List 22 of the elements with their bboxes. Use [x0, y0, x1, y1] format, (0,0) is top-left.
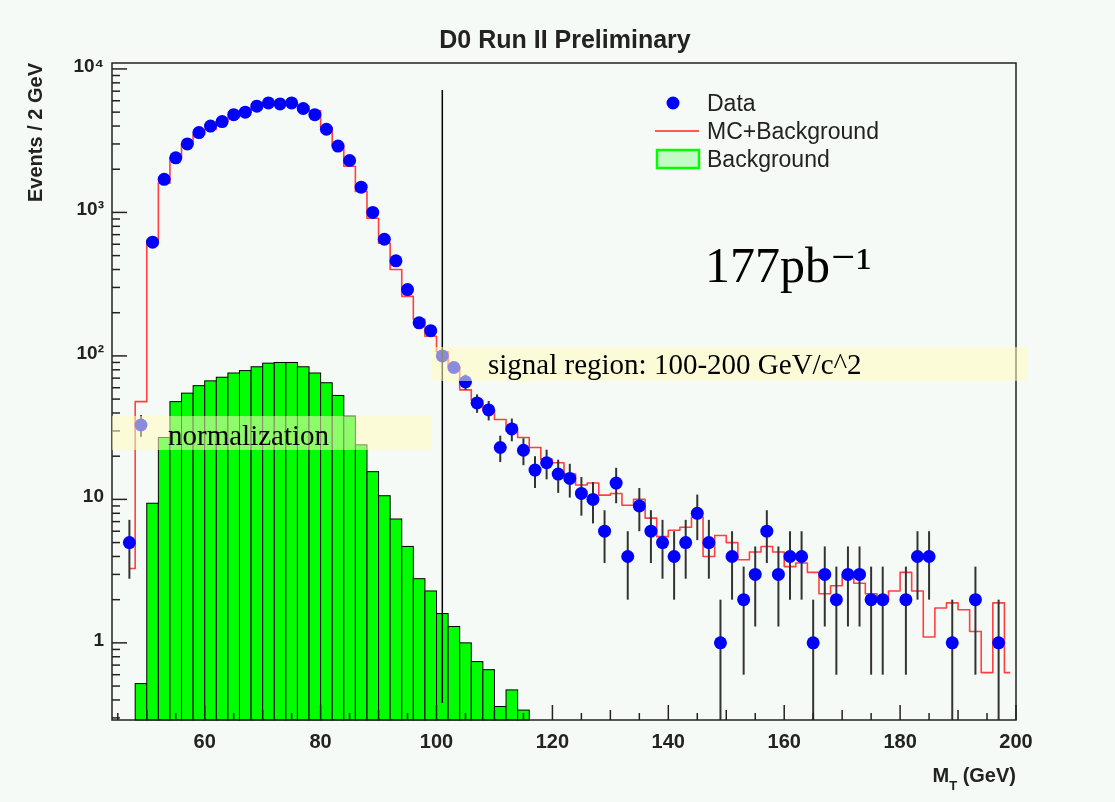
x-tick-label: 140 [651, 730, 685, 752]
x-tick-label: 160 [767, 730, 801, 752]
x-tick-label: 180 [883, 730, 917, 752]
x-tick-label: 80 [309, 730, 332, 752]
y-tick-label: 10² [76, 341, 104, 363]
x-tick-label: 200 [999, 730, 1033, 752]
x-tick-label: 100 [419, 730, 454, 752]
y-tick-label: 10⁴ [73, 54, 104, 76]
y-tick-label: 1 [93, 628, 105, 650]
legend-label: MC+Background [707, 118, 879, 144]
legend-label: Data [707, 90, 756, 116]
y-tick-label: 10³ [76, 198, 104, 220]
x-tick-label: 60 [193, 730, 216, 752]
chart-title: D0 Run II Preliminary [439, 25, 691, 53]
y-tick-label: 10 [82, 485, 104, 507]
y-axis-title: Events / 2 GeV [24, 62, 46, 202]
annotation: signal region: 100-200 GeV/c^2 [488, 348, 862, 380]
annotation: 177pb⁻¹ [705, 237, 872, 293]
x-tick-label: 120 [535, 730, 570, 752]
x-axis-title: M$_{T}$ (GeV) [932, 764, 1016, 793]
annotation: normalization [168, 419, 330, 451]
legend-label: Background [707, 146, 830, 172]
